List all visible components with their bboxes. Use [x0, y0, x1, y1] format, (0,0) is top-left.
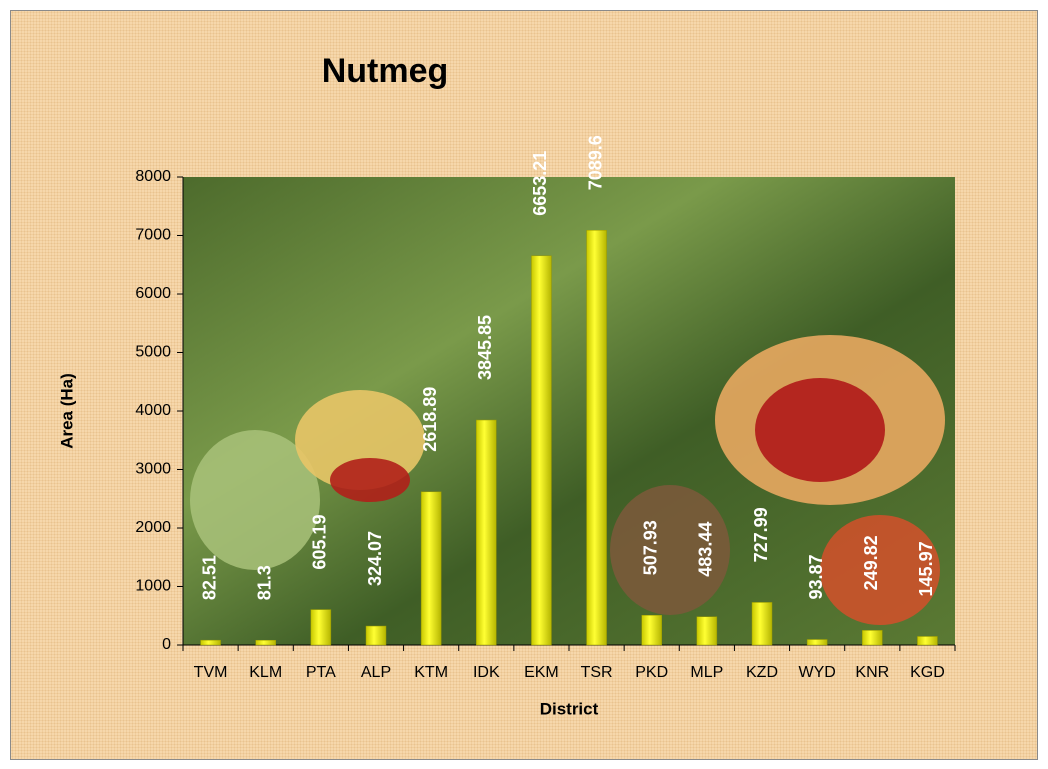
bar [697, 617, 717, 645]
chart: Nutmeg District Area (Ha) 0 1000 2000 3000 4… [0, 0, 1048, 769]
decor [755, 378, 885, 482]
y-tick-label: 2000 [135, 519, 171, 536]
x-tick-label: EKM [524, 664, 559, 681]
x-axis-title: District [540, 699, 599, 718]
y-tick-label: 1000 [135, 578, 171, 595]
data-label: 507.93 [640, 520, 660, 575]
x-tick-label: MLP [690, 664, 723, 681]
x-tick-label: KGD [910, 664, 945, 681]
bar [311, 610, 331, 645]
x-tick-label: TVM [194, 664, 228, 681]
y-tick-label: 3000 [135, 461, 171, 478]
x-tick-label: WYD [798, 664, 835, 681]
x-tick-label: IDK [473, 664, 500, 681]
bar [531, 256, 551, 645]
bar [752, 602, 772, 645]
y-tick-label: 6000 [135, 285, 171, 302]
data-label: 2618.89 [420, 387, 440, 452]
page: {"chart_data": {"type": "bar", "title": … [0, 0, 1048, 769]
x-tick-label: KLM [249, 664, 282, 681]
x-tick-label: PTA [306, 664, 336, 681]
data-label: 7089.6 [585, 135, 605, 190]
x-tick-label: ALP [361, 664, 391, 681]
data-label: 81.3 [254, 565, 274, 600]
chart-title: Nutmeg [322, 52, 449, 90]
y-tick-label: 4000 [135, 402, 171, 419]
y-tick-label: 0 [162, 636, 171, 653]
data-label: 483.44 [696, 522, 716, 577]
data-label: 6653.21 [530, 151, 550, 216]
bar [917, 636, 937, 645]
data-label: 145.97 [916, 541, 936, 596]
data-label: 82.51 [199, 555, 219, 600]
data-label: 727.99 [751, 507, 771, 562]
bar [862, 630, 882, 645]
data-label: 324.07 [365, 531, 385, 586]
bar [256, 640, 276, 645]
x-tick-label: KTM [414, 664, 448, 681]
decor [330, 458, 410, 502]
data-label: 605.19 [310, 515, 330, 570]
y-tick-label: 5000 [135, 344, 171, 361]
bar [642, 615, 662, 645]
y-axis-title: Area (Ha) [57, 373, 76, 449]
y-tick-label: 7000 [135, 227, 171, 244]
y-tick-label: 8000 [135, 168, 171, 185]
data-label: 93.87 [806, 554, 826, 599]
bar [201, 640, 221, 645]
bar [807, 640, 827, 645]
x-tick-label: KZD [746, 664, 778, 681]
bar [476, 420, 496, 645]
bar [587, 230, 607, 645]
x-tick-label: PKD [635, 664, 668, 681]
data-label: 3845.85 [475, 315, 495, 380]
x-tick-label: TSR [581, 664, 613, 681]
data-label: 249.82 [861, 535, 881, 590]
bar [366, 626, 386, 645]
bar [421, 492, 441, 645]
x-tick-label: KNR [855, 664, 889, 681]
